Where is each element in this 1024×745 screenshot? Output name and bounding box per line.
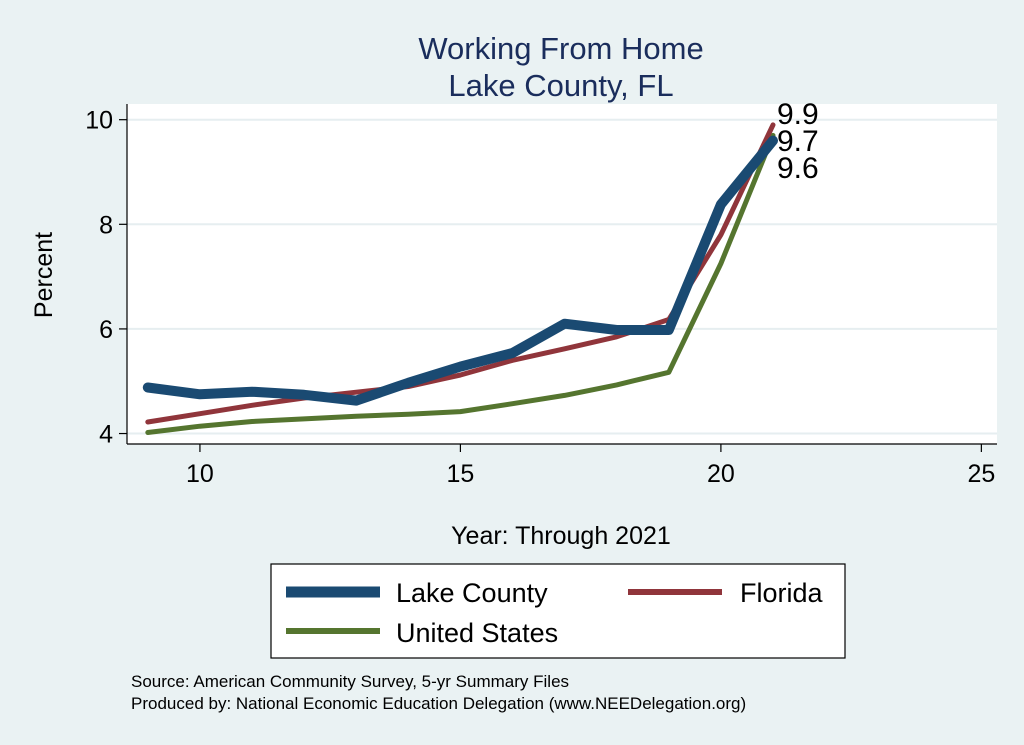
x-tick-label: 15 bbox=[447, 460, 475, 488]
legend-label-florida: Florida bbox=[740, 578, 824, 608]
series-lines bbox=[142, 122, 778, 435]
y-axis-title: Percent bbox=[30, 232, 58, 318]
series-line-lake-county bbox=[142, 135, 778, 406]
legend-label-united-states: United States bbox=[396, 618, 558, 648]
y-tick-label: 8 bbox=[99, 211, 113, 239]
legend-box bbox=[270, 563, 846, 659]
x-axis: 10 15 20 25 bbox=[186, 444, 995, 488]
chart-subtitle: Lake County, FL bbox=[448, 68, 673, 103]
series-line-united-states bbox=[145, 132, 776, 435]
end-label-florida: 9.9 bbox=[777, 98, 819, 131]
produced-by-note: Produced by: National Economic Education… bbox=[131, 694, 746, 713]
legend: Lake County Florida United States bbox=[270, 563, 846, 659]
chart-title: Working From Home bbox=[418, 31, 703, 66]
x-tick-label: 25 bbox=[967, 460, 995, 488]
x-tick-label: 20 bbox=[707, 460, 735, 488]
y-tick-label: 10 bbox=[85, 107, 113, 135]
y-tick-label: 6 bbox=[99, 316, 113, 344]
x-axis-title: Year: Through 2021 bbox=[451, 522, 671, 550]
x-tick-label: 10 bbox=[186, 460, 214, 488]
end-label-lake-county: 9.6 bbox=[777, 152, 819, 185]
end-labels: 9.99.79.6 bbox=[777, 98, 819, 185]
y-tick-label: 4 bbox=[99, 421, 113, 449]
end-label-united-states: 9.7 bbox=[777, 125, 819, 158]
y-axis: 4 6 8 10 bbox=[85, 107, 127, 449]
source-note: Source: American Community Survey, 5-yr … bbox=[131, 672, 569, 691]
legend-label-lake-county: Lake County bbox=[396, 578, 548, 608]
plot-area bbox=[127, 104, 997, 444]
